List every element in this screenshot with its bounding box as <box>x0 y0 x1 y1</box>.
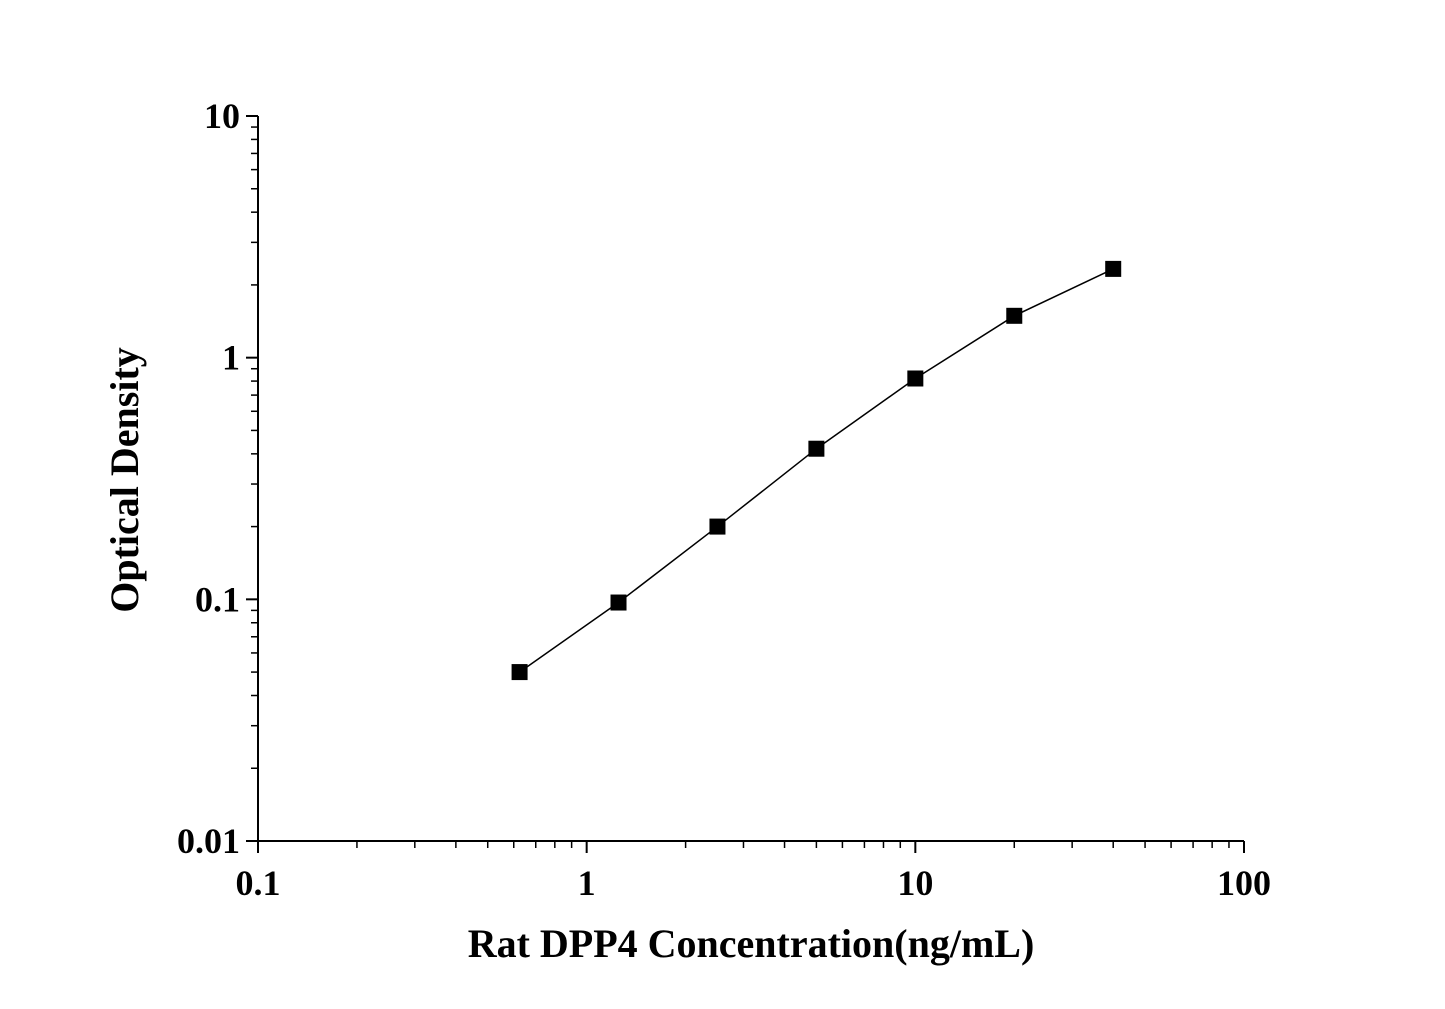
y-tick-label: 0.01 <box>177 821 240 861</box>
series-line <box>519 268 1114 673</box>
y-tick-label: 1 <box>222 338 240 378</box>
x-tick-label: 1 <box>578 863 596 903</box>
y-tick-label: 10 <box>204 96 240 136</box>
x-tick-label: 100 <box>1217 863 1271 903</box>
data-point-marker <box>610 594 627 611</box>
data-point-marker <box>1105 260 1122 277</box>
axes <box>246 115 1245 853</box>
y-axis-label: Optical Density <box>102 347 147 613</box>
x-tick-label: 10 <box>897 863 933 903</box>
x-axis-label: Rat DPP4 Concentration(ng/mL) <box>468 921 1035 966</box>
data-point-marker <box>511 664 528 681</box>
data-point-marker <box>1006 307 1023 324</box>
data-point-marker <box>808 440 825 457</box>
x-tick-label: 0.1 <box>236 863 281 903</box>
plot-area <box>511 260 1122 681</box>
data-point-marker <box>709 518 726 535</box>
data-point-marker <box>907 370 924 387</box>
y-tick-label: 0.1 <box>195 579 240 619</box>
